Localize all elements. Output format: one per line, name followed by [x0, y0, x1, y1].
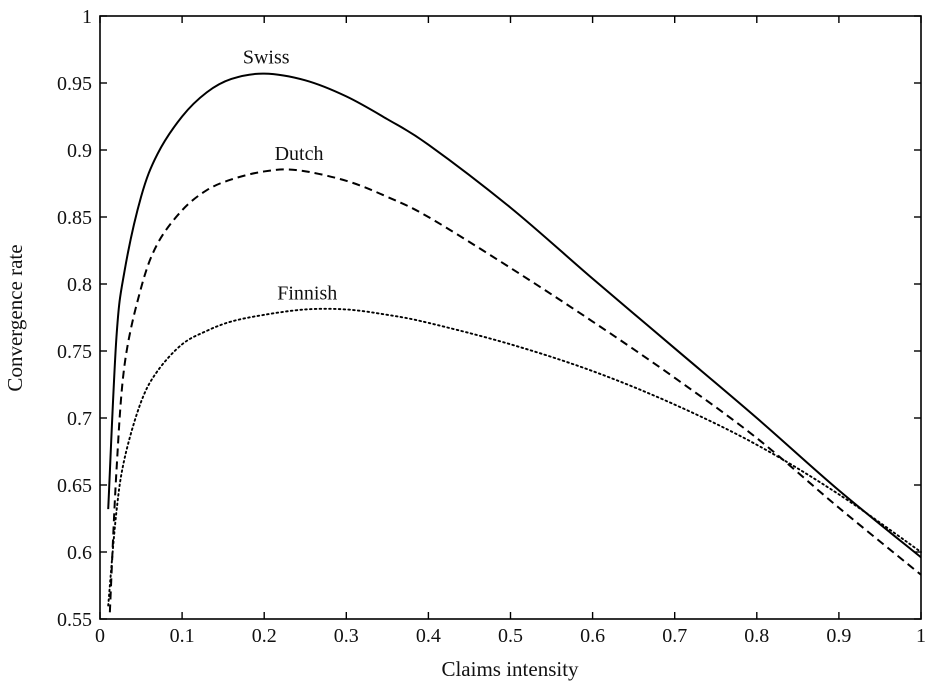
plot-area — [100, 16, 921, 619]
series-label-dutch: Dutch — [275, 143, 324, 165]
x-tick-label: 0.6 — [580, 625, 605, 647]
label-layer: 0 0.1 0.2 0.3 0.4 0.5 0.6 0.7 0.8 0.9 1 0.55 0.6 0.65… — [57, 6, 926, 647]
x-tick-label: 0.5 — [498, 625, 523, 647]
x-tick-label: 0.3 — [334, 625, 359, 647]
y-tick-label: 0.75 — [57, 341, 92, 363]
x-tick-label: 0.9 — [826, 625, 851, 647]
y-axis-label: Convergence rate — [3, 244, 27, 391]
series-line-dutch — [108, 168, 922, 613]
x-axis-label: Claims intensity — [441, 657, 579, 681]
y-tick-label: 0.9 — [67, 140, 92, 162]
plot-frame — [99, 15, 922, 620]
y-tick-label: 0.65 — [57, 475, 92, 497]
x-tick-label: 0.2 — [252, 625, 277, 647]
series-label-swiss: Swiss — [243, 47, 290, 69]
x-tick-label: 0.7 — [662, 625, 687, 647]
x-tick-label: 0.1 — [170, 625, 195, 647]
series-layer — [107, 72, 922, 613]
x-tick-label: 0.8 — [744, 625, 769, 647]
y-tick-label: 0.6 — [67, 542, 92, 564]
y-tick-label: 0.7 — [67, 408, 92, 430]
y-tick-label: 0.95 — [57, 73, 92, 95]
x-tick-label: 0.4 — [416, 625, 441, 647]
series-line-finnish — [107, 307, 922, 607]
x-tick-label: 0 — [95, 625, 105, 647]
series-line-swiss — [107, 72, 922, 559]
y-tick-label: 0.55 — [57, 609, 92, 631]
series-label-finnish: Finnish — [277, 282, 337, 304]
x-tick-label: 1 — [916, 625, 926, 647]
y-tick-label: 0.8 — [67, 274, 92, 296]
y-tick-label: 1 — [82, 6, 92, 28]
y-tick-label: 0.85 — [57, 207, 92, 229]
